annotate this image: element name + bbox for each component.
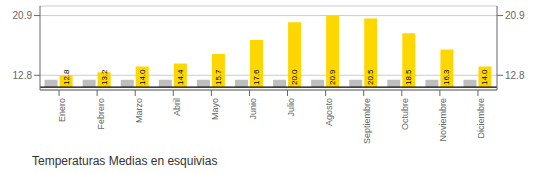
svg-text:20.0: 20.0	[290, 69, 299, 85]
svg-text:17.6: 17.6	[252, 69, 261, 85]
svg-text:16.3: 16.3	[442, 69, 451, 85]
svg-text:Octubre: Octubre	[400, 98, 410, 130]
svg-text:Diciembre: Diciembre	[476, 98, 486, 139]
svg-text:Enero: Enero	[57, 98, 67, 122]
html-text:Temperaturas Medias en esquivi: Temperaturas Medias en esquivias	[32, 154, 218, 168]
svg-text:20.5: 20.5	[366, 69, 375, 85]
svg-text:Noviembre: Noviembre	[438, 98, 448, 142]
svg-text:Abril: Abril	[172, 98, 182, 116]
svg-text:12.8: 12.8	[62, 69, 71, 85]
svg-text:13.2: 13.2	[100, 69, 109, 85]
svg-text:14.4: 14.4	[176, 69, 185, 85]
svg-text:Marzo: Marzo	[134, 98, 144, 123]
svg-text:Febrero: Febrero	[96, 98, 106, 130]
svg-text:Julio: Julio	[286, 98, 296, 117]
svg-text:20.9: 20.9	[505, 10, 525, 21]
svg-text:15.7: 15.7	[214, 69, 223, 85]
svg-text:Agosto: Agosto	[324, 98, 334, 126]
svg-text:Mayo: Mayo	[210, 98, 220, 120]
svg-text:12.8: 12.8	[505, 70, 525, 81]
svg-text:14.0: 14.0	[480, 69, 489, 85]
svg-text:14.0: 14.0	[138, 69, 147, 85]
svg-text:18.5: 18.5	[404, 69, 413, 85]
svg-text:Junio: Junio	[248, 98, 258, 120]
svg-text:12.8: 12.8	[13, 70, 33, 81]
svg-text:Septiembre: Septiembre	[362, 98, 372, 144]
svg-text:20.9: 20.9	[328, 69, 337, 85]
svg-text:20.9: 20.9	[13, 10, 33, 21]
